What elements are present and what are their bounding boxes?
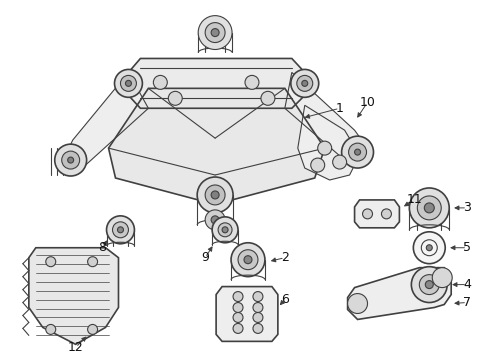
Polygon shape [128,58,305,108]
Circle shape [419,275,439,294]
Text: 3: 3 [463,201,471,215]
Circle shape [409,188,449,228]
Text: 8: 8 [98,241,106,254]
Circle shape [211,28,219,37]
Circle shape [261,91,275,105]
Circle shape [211,216,219,224]
Circle shape [231,243,265,276]
Circle shape [302,80,308,86]
Circle shape [318,141,332,155]
Text: 1: 1 [336,102,343,115]
Circle shape [118,227,123,233]
Circle shape [125,80,131,86]
Polygon shape [66,72,148,168]
Circle shape [414,232,445,264]
Circle shape [253,312,263,323]
Circle shape [115,69,143,97]
Circle shape [432,268,452,288]
Circle shape [222,227,228,233]
Circle shape [197,177,233,213]
Circle shape [205,210,225,230]
Circle shape [233,292,243,302]
Polygon shape [216,287,278,341]
Circle shape [121,75,136,91]
Circle shape [205,23,225,42]
Circle shape [297,75,313,91]
Circle shape [233,312,243,323]
Circle shape [233,302,243,312]
Circle shape [238,250,258,270]
Text: 12: 12 [68,341,83,354]
Polygon shape [347,268,451,319]
Circle shape [168,91,182,105]
Circle shape [68,157,74,163]
Circle shape [426,245,432,251]
Circle shape [348,143,367,161]
Circle shape [88,257,98,267]
Circle shape [62,151,80,169]
Circle shape [55,144,87,176]
Circle shape [46,324,56,334]
Circle shape [363,209,372,219]
Text: 2: 2 [281,251,289,264]
Circle shape [253,323,263,333]
Circle shape [233,323,243,333]
Polygon shape [298,105,360,180]
Text: 5: 5 [463,241,471,254]
Circle shape [355,149,361,155]
Circle shape [211,191,219,199]
Text: 4: 4 [463,278,471,291]
Text: 9: 9 [201,251,209,264]
Text: 11: 11 [407,193,422,206]
Circle shape [46,257,56,267]
Circle shape [88,324,98,334]
Circle shape [347,293,368,314]
Circle shape [198,15,232,50]
Polygon shape [355,200,399,228]
Text: 10: 10 [360,96,375,109]
Circle shape [244,256,252,264]
Circle shape [417,196,441,220]
Polygon shape [108,88,325,205]
Polygon shape [29,248,119,345]
Circle shape [311,158,325,172]
Circle shape [412,267,447,302]
Circle shape [205,185,225,205]
Text: 6: 6 [281,293,289,306]
Polygon shape [285,72,368,165]
Circle shape [212,217,238,243]
Circle shape [153,75,167,89]
Circle shape [106,216,134,244]
Circle shape [253,292,263,302]
Circle shape [245,75,259,89]
Circle shape [425,280,433,289]
Circle shape [424,203,434,213]
Text: 7: 7 [463,296,471,309]
Circle shape [291,69,318,97]
Circle shape [333,155,346,169]
Circle shape [253,302,263,312]
Circle shape [113,222,128,238]
Circle shape [382,209,392,219]
Circle shape [342,136,373,168]
Circle shape [218,223,232,237]
